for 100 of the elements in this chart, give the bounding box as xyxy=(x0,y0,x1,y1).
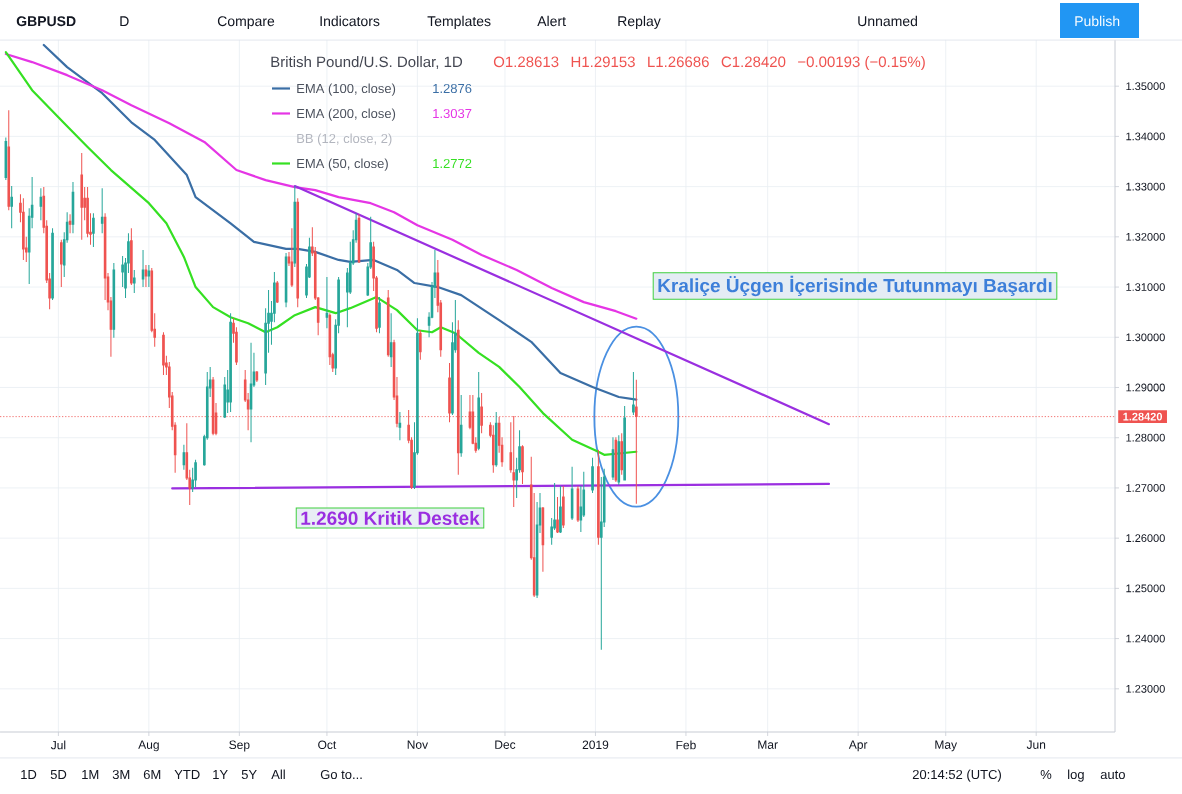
annotation: 1.3037 xyxy=(433,108,472,119)
candlestick xyxy=(386,289,390,358)
candlestick xyxy=(80,152,84,241)
legend-label: EMA (100, close) xyxy=(297,83,396,96)
y-tick-label: 1.26000 xyxy=(1126,534,1165,543)
x-tick-label: Oct xyxy=(318,740,337,750)
candlestick xyxy=(249,342,253,443)
candlestick xyxy=(459,394,463,458)
candlestick xyxy=(141,249,145,288)
text: 1M xyxy=(82,770,99,779)
candlestick xyxy=(162,331,165,376)
annotation: 1.2690 Kritik Destek xyxy=(301,511,480,525)
candlestick xyxy=(51,227,54,301)
candlestick xyxy=(559,485,562,534)
text: Templates xyxy=(427,15,491,29)
candlestick xyxy=(419,329,422,361)
line-series xyxy=(4,50,638,456)
x-tick-label: 2019 xyxy=(582,740,609,750)
candlestick xyxy=(92,212,95,248)
candlestick xyxy=(4,136,8,181)
annotation: L1.26686 xyxy=(648,56,709,68)
candlestick xyxy=(7,109,11,211)
candlestick xyxy=(147,264,151,288)
candlestick xyxy=(22,197,25,261)
candlestick xyxy=(570,466,574,521)
candlestick xyxy=(480,392,483,434)
text: All xyxy=(271,769,285,779)
candlestick xyxy=(494,411,498,468)
y-tick-label: 1.31000 xyxy=(1126,283,1165,291)
candlestick xyxy=(60,239,63,288)
candlestick xyxy=(541,506,545,573)
candlestick xyxy=(614,436,618,483)
text: Compare xyxy=(217,16,275,29)
candlestick xyxy=(182,444,186,471)
candlestick xyxy=(284,252,288,308)
text: Alert xyxy=(537,15,566,27)
candlestick xyxy=(623,405,626,481)
candlestick xyxy=(229,312,232,413)
candlestick xyxy=(378,296,381,334)
annotation: 1.2876 xyxy=(433,83,472,94)
text: Publish xyxy=(1075,15,1120,27)
text: 5Y xyxy=(241,770,257,780)
line-series xyxy=(42,43,638,401)
y-tick-label: 1.29000 xyxy=(1126,383,1165,392)
text: log xyxy=(1068,769,1084,782)
text: British Pound/U.S. Dollar, 1D xyxy=(271,56,463,69)
x-tick-label: Jun xyxy=(1026,740,1046,749)
line-series xyxy=(4,52,638,320)
text: 6M xyxy=(143,769,161,780)
y-tick-label: 1.25000 xyxy=(1126,584,1165,593)
candlestick xyxy=(68,213,72,234)
annotation: O1.28613 xyxy=(493,56,559,68)
candlestick xyxy=(130,227,133,286)
candlestick xyxy=(521,444,524,485)
annotation: Kraliçe Üçgen İçerisinde Tutunmayı Başardı xyxy=(658,275,1052,297)
x-tick-label: Sep xyxy=(229,740,250,752)
text: 3M xyxy=(112,769,130,780)
x-tick-label: May xyxy=(935,740,958,752)
x-tick-label: Feb xyxy=(676,740,696,750)
candlestick xyxy=(512,415,516,508)
text: D xyxy=(120,16,129,26)
y-tick-label: 1.33000 xyxy=(1126,182,1165,191)
text: 20:14:52 (UTC) xyxy=(912,769,1001,782)
candlestick xyxy=(576,485,580,523)
y-tick-label: 1.35000 xyxy=(1126,82,1165,91)
x-tick-label: Mar xyxy=(758,740,778,749)
candlestick xyxy=(290,227,294,288)
candlestick xyxy=(276,280,279,304)
annotation: −0.00193 (−0.15%) xyxy=(798,56,925,71)
x-tick-label: Jul xyxy=(50,740,66,750)
candlestick xyxy=(194,459,197,488)
text: GBPUSD xyxy=(16,16,76,27)
annotation: C1.28420 xyxy=(721,56,786,68)
candlestick xyxy=(617,434,621,486)
candlestick xyxy=(100,187,104,234)
text: 1Y xyxy=(213,770,228,779)
x-tick-label: Aug xyxy=(138,740,159,752)
candlestick xyxy=(132,269,136,294)
candlestick xyxy=(255,370,259,383)
candlestick xyxy=(389,312,393,368)
x-tick-label: Nov xyxy=(407,740,429,749)
text: Indicators xyxy=(320,15,380,27)
candlestick xyxy=(562,485,565,529)
candlestick xyxy=(39,187,43,221)
x-tick-label: Apr xyxy=(848,740,868,752)
y-tick-label: 1.34000 xyxy=(1126,132,1165,141)
ref-line-label: 1.28420 xyxy=(1123,412,1163,421)
text: auto xyxy=(1100,770,1125,780)
candlestick xyxy=(112,262,116,339)
candlestick xyxy=(477,371,480,451)
text: Unnamed xyxy=(858,15,917,27)
candlestick xyxy=(632,371,635,416)
text: % xyxy=(1040,769,1052,780)
candlestick xyxy=(10,185,13,229)
y-tick-label: 1.28000 xyxy=(1126,433,1165,442)
candlestick xyxy=(591,457,594,494)
y-tick-label: 1.32000 xyxy=(1126,232,1165,241)
annotation: 1.2772 xyxy=(433,158,472,168)
legend-label: EMA (200, close) xyxy=(297,108,396,121)
text: YTD xyxy=(174,770,200,779)
